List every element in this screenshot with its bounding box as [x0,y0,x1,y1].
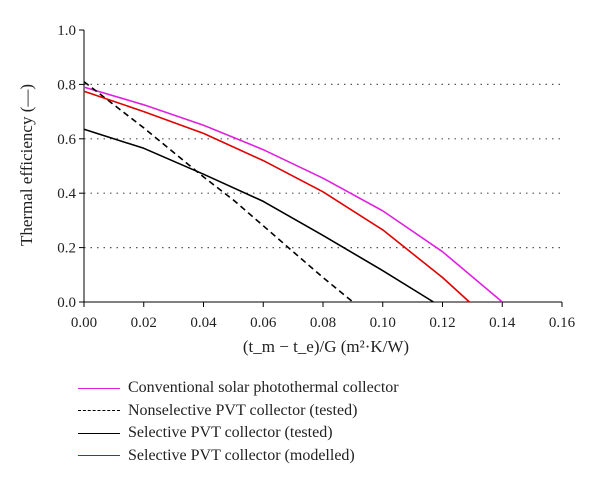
series-line-2 [83,128,434,303]
legend-swatch [78,410,120,412]
legend-label: Selective PVT collector (tested) [128,424,333,442]
legend-label: Nonselective PVT collector (tested) [128,401,358,419]
legend-swatch [78,387,120,389]
x-tick-label: 0.14 [489,315,516,331]
legend-item: Conventional solar photothermal collecto… [78,377,399,400]
series-line-3 [83,90,470,303]
legend-item: Selective PVT collector (tested) [78,422,399,445]
y-tick-label: 1.0 [57,23,76,39]
legend: Conventional solar photothermal collecto… [78,377,399,467]
y-tick-label: 0.4 [57,186,76,202]
data-series [83,81,503,303]
series-line-0 [83,86,503,303]
x-tick-labels: 0.00 0.02 0.04 0.06 0.08 0.10 0.12 0.14 0.16 [71,315,576,331]
legend-swatch [78,455,120,457]
x-tick-label: 0.10 [370,315,396,331]
legend-item: Selective PVT collector (modelled) [78,445,399,468]
legend-swatch [78,432,120,434]
y-axis-label: Thermal efficiency (—) [17,84,36,246]
y-tick-label: 0.2 [57,241,76,257]
x-tick-label: 0.06 [250,315,277,331]
axes [79,29,563,307]
series-line-1 [83,81,354,303]
x-tick-label: 0.12 [429,315,455,331]
y-tick-label: 0.6 [57,132,76,148]
x-tick-label: 0.04 [190,315,217,331]
x-tick-label: 0.16 [549,315,576,331]
legend-label: Selective PVT collector (modelled) [128,446,355,464]
x-tick-label: 0.08 [310,315,336,331]
x-tick-label: 0.00 [71,315,97,331]
legend-item: Nonselective PVT collector (tested) [78,400,399,423]
y-tick-labels: 0.0 0.2 0.4 0.6 0.8 1.0 [57,23,76,311]
x-tick-label: 0.02 [131,315,157,331]
legend-label: Conventional solar photothermal collecto… [128,379,399,397]
y-tick-label: 0.0 [57,295,76,311]
y-tick-label: 0.8 [57,77,76,93]
x-axis-label: (t_m − t_e)/G (m²·K/W) [243,337,409,356]
